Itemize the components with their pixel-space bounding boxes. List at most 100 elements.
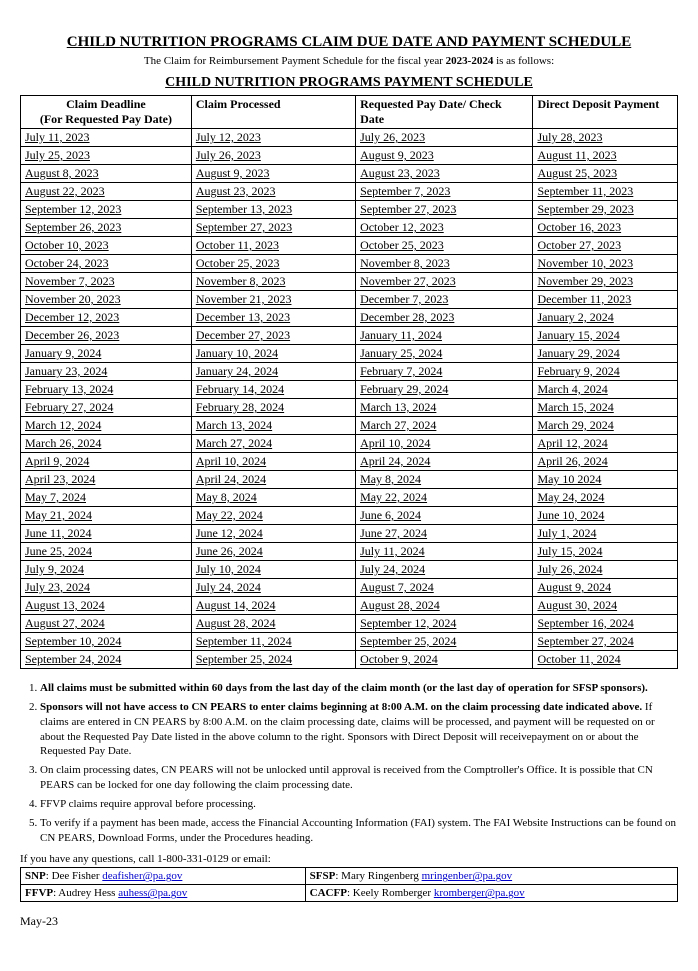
table-cell: January 11, 2024 [356,327,533,345]
table-cell: August 11, 2023 [533,147,678,165]
table-cell: May 21, 2024 [21,507,192,525]
contacts-row: SNP: Dee Fisher deafisher@pa.govSFSP: Ma… [21,868,678,885]
table-row: March 12, 2024March 13, 2024March 27, 20… [21,417,678,435]
contacts-table: SNP: Dee Fisher deafisher@pa.govSFSP: Ma… [20,867,678,902]
table-cell: March 29, 2024 [533,417,678,435]
table-cell: June 6, 2024 [356,507,533,525]
table-row: July 9, 2024July 10, 2024July 24, 2024Ju… [21,561,678,579]
table-cell: December 26, 2023 [21,327,192,345]
contact-email-link[interactable]: mringenber@pa.gov [422,870,512,882]
table-row: September 26, 2023September 27, 2023Octo… [21,219,678,237]
table-cell: July 26, 2023 [356,129,533,147]
table-row: August 8, 2023August 9, 2023August 23, 2… [21,165,678,183]
table-cell: July 9, 2024 [21,561,192,579]
table-row: November 20, 2023November 21, 2023Decemb… [21,291,678,309]
table-cell: July 15, 2024 [533,543,678,561]
table-cell: October 25, 2023 [191,255,355,273]
table-cell: November 8, 2023 [191,273,355,291]
table-cell: May 24, 2024 [533,489,678,507]
notes-list: All claims must be submitted within 60 d… [20,681,678,845]
table-cell: November 10, 2023 [533,255,678,273]
table-cell: July 24, 2024 [191,579,355,597]
table-cell: July 11, 2024 [356,543,533,561]
table-cell: June 26, 2024 [191,543,355,561]
table-cell: September 27, 2023 [191,219,355,237]
table-row: April 9, 2024April 10, 2024April 24, 202… [21,453,678,471]
table-cell: May 10 2024 [533,471,678,489]
table-cell: May 22, 2024 [356,489,533,507]
contact-cell: CACFP: Keely Romberger kromberger@pa.gov [305,885,677,902]
table-cell: January 15, 2024 [533,327,678,345]
table-cell: February 29, 2024 [356,381,533,399]
table-cell: January 23, 2024 [21,363,192,381]
table-row: June 11, 2024June 12, 2024June 27, 2024J… [21,525,678,543]
table-cell: November 8, 2023 [356,255,533,273]
subtitle-year: 2023-2024 [446,55,494,67]
table-cell: August 23, 2023 [191,183,355,201]
table-cell: April 9, 2024 [21,453,192,471]
subtitle: The Claim for Reimbursement Payment Sche… [20,55,678,67]
table-row: October 24, 2023October 25, 2023November… [21,255,678,273]
table-cell: April 10, 2024 [191,453,355,471]
table-row: May 7, 2024May 8, 2024May 22, 2024May 24… [21,489,678,507]
page-title: CHILD NUTRITION PROGRAMS CLAIM DUE DATE … [20,34,678,51]
contacts-intro: If you have any questions, call 1-800-33… [20,853,678,865]
table-cell: August 22, 2023 [21,183,192,201]
table-row: July 23, 2024July 24, 2024August 7, 2024… [21,579,678,597]
table-row: September 24, 2024September 25, 2024 Octo… [21,651,678,669]
table-row: October 10, 2023October 11, 2023October … [21,237,678,255]
table-cell: December 12, 2023 [21,309,192,327]
contact-email-link[interactable]: auhess@pa.gov [118,887,187,899]
table-cell: December 7, 2023 [356,291,533,309]
table-cell: March 27, 2024 [191,435,355,453]
table-cell: January 2, 2024 [533,309,678,327]
table-cell: July 26, 2023 [191,147,355,165]
table-cell: September 16, 2024 [533,615,678,633]
contact-email-link[interactable]: deafisher@pa.gov [102,870,182,882]
col-header-deadline-b: (For Requested Pay Date) [25,112,187,127]
table-cell: April 24, 2024 [191,471,355,489]
table-cell: August 28, 2024 [191,615,355,633]
table-cell: July 10, 2024 [191,561,355,579]
subtitle-pre: The Claim for Reimbursement Payment Sche… [144,55,446,67]
table-cell: July 28, 2023 [533,129,678,147]
table-cell: July 1, 2024 [533,525,678,543]
table-header-row: Claim Deadline (For Requested Pay Date) … [21,96,678,129]
table-cell: January 29, 2024 [533,345,678,363]
table-cell: November 20, 2023 [21,291,192,309]
table-row: September 10, 2024September 11, 2024Sept… [21,633,678,651]
table-row: July 11, 2023July 12, 2023July 26, 2023J… [21,129,678,147]
table-cell: April 12, 2024 [533,435,678,453]
table-cell: February 28, 2024 [191,399,355,417]
table-cell: March 13, 2024 [356,399,533,417]
table-cell: July 12, 2023 [191,129,355,147]
table-cell: May 8, 2024 [356,471,533,489]
table-cell: September 24, 2024 [21,651,192,669]
table-cell: October 16, 2023 [533,219,678,237]
table-cell: January 9, 2024 [21,345,192,363]
table-cell: September 27, 2023 [356,201,533,219]
table-cell: October 11, 2024 [533,651,678,669]
contact-name: : Dee Fisher [46,870,103,882]
table-cell: September 25, 2024 [191,651,355,669]
table-cell: February 9, 2024 [533,363,678,381]
table-row: November 7, 2023November 8, 2023November… [21,273,678,291]
table-cell: August 25, 2023 [533,165,678,183]
table-cell: October 25, 2023 [356,237,533,255]
schedule-heading: CHILD NUTRITION PROGRAMS PAYMENT SCHEDUL… [20,75,678,91]
table-cell: January 10, 2024 [191,345,355,363]
table-cell: July 23, 2024 [21,579,192,597]
table-cell: June 10, 2024 [533,507,678,525]
table-row: June 25, 2024June 26, 2024July 11, 2024J… [21,543,678,561]
table-cell: August 14, 2024 [191,597,355,615]
table-cell: July 26, 2024 [533,561,678,579]
table-cell: August 9, 2023 [356,147,533,165]
contact-program: SFSP [310,870,336,882]
table-cell: October 10, 2023 [21,237,192,255]
table-row: May 21, 2024May 22, 2024June 6, 2024June… [21,507,678,525]
col-header-deadline: Claim Deadline (For Requested Pay Date) [21,96,192,129]
contact-email-link[interactable]: kromberger@pa.gov [434,887,525,899]
col-header-deadline-a: Claim Deadline [25,97,187,112]
table-cell: August 28, 2024 [356,597,533,615]
table-cell: June 27, 2024 [356,525,533,543]
